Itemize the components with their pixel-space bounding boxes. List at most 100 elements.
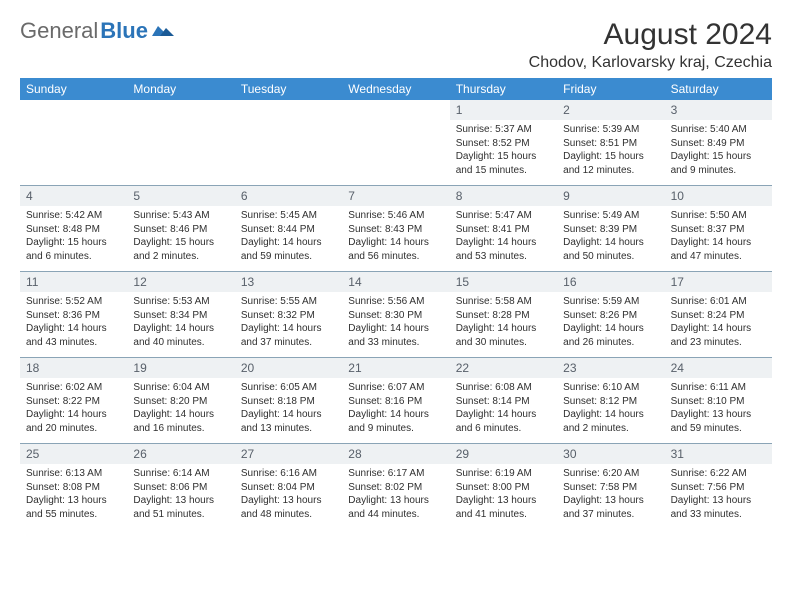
daylight-text: Daylight: 15 hours and 15 minutes.: [456, 150, 551, 177]
day-number: 31: [665, 444, 772, 464]
day-number: 7: [342, 186, 449, 206]
sunset-text: Sunset: 7:58 PM: [563, 481, 658, 495]
day-number: 6: [235, 186, 342, 206]
day-body: Sunrise: 6:13 AMSunset: 8:08 PMDaylight:…: [20, 464, 127, 527]
sunrise-text: Sunrise: 5:46 AM: [348, 209, 443, 223]
day-number: 24: [665, 358, 772, 378]
day-number: 27: [235, 444, 342, 464]
sunset-text: Sunset: 8:30 PM: [348, 309, 443, 323]
sunset-text: Sunset: 8:41 PM: [456, 223, 551, 237]
daylight-text: Daylight: 14 hours and 9 minutes.: [348, 408, 443, 435]
day-number: 23: [557, 358, 664, 378]
sunset-text: Sunset: 8:39 PM: [563, 223, 658, 237]
daylight-text: Daylight: 13 hours and 33 minutes.: [671, 494, 766, 521]
sunrise-text: Sunrise: 6:19 AM: [456, 467, 551, 481]
calendar-page: GeneralBlue August 2024 Chodov, Karlovar…: [0, 0, 792, 540]
dow-sunday: Sunday: [20, 78, 127, 100]
day-cell: 25Sunrise: 6:13 AMSunset: 8:08 PMDayligh…: [20, 444, 127, 530]
daylight-text: Daylight: 15 hours and 12 minutes.: [563, 150, 658, 177]
day-number: 21: [342, 358, 449, 378]
day-body: Sunrise: 5:43 AMSunset: 8:46 PMDaylight:…: [127, 206, 234, 269]
week-row: 4Sunrise: 5:42 AMSunset: 8:48 PMDaylight…: [20, 186, 772, 272]
day-cell: 17Sunrise: 6:01 AMSunset: 8:24 PMDayligh…: [665, 272, 772, 358]
day-number: 17: [665, 272, 772, 292]
day-cell: 11Sunrise: 5:52 AMSunset: 8:36 PMDayligh…: [20, 272, 127, 358]
day-cell: 21Sunrise: 6:07 AMSunset: 8:16 PMDayligh…: [342, 358, 449, 444]
day-number: 28: [342, 444, 449, 464]
sunrise-text: Sunrise: 6:02 AM: [26, 381, 121, 395]
day-body: Sunrise: 5:56 AMSunset: 8:30 PMDaylight:…: [342, 292, 449, 355]
brand-part2: Blue: [100, 18, 148, 44]
daylight-text: Daylight: 14 hours and 2 minutes.: [563, 408, 658, 435]
sunrise-text: Sunrise: 5:43 AM: [133, 209, 228, 223]
sunrise-text: Sunrise: 6:17 AM: [348, 467, 443, 481]
day-body: Sunrise: 5:47 AMSunset: 8:41 PMDaylight:…: [450, 206, 557, 269]
sunrise-text: Sunrise: 5:55 AM: [241, 295, 336, 309]
dow-friday: Friday: [557, 78, 664, 100]
sunrise-text: Sunrise: 5:49 AM: [563, 209, 658, 223]
sunset-text: Sunset: 8:14 PM: [456, 395, 551, 409]
sunset-text: Sunset: 8:36 PM: [26, 309, 121, 323]
daylight-text: Daylight: 14 hours and 56 minutes.: [348, 236, 443, 263]
daylight-text: Daylight: 13 hours and 37 minutes.: [563, 494, 658, 521]
sunrise-text: Sunrise: 5:40 AM: [671, 123, 766, 137]
sunset-text: Sunset: 8:22 PM: [26, 395, 121, 409]
sunset-text: Sunset: 8:12 PM: [563, 395, 658, 409]
sunrise-text: Sunrise: 6:13 AM: [26, 467, 121, 481]
brand-flag-icon: [152, 22, 174, 40]
sunrise-text: Sunrise: 6:08 AM: [456, 381, 551, 395]
daylight-text: Daylight: 14 hours and 6 minutes.: [456, 408, 551, 435]
sunset-text: Sunset: 8:32 PM: [241, 309, 336, 323]
sunset-text: Sunset: 8:24 PM: [671, 309, 766, 323]
day-cell: 19Sunrise: 6:04 AMSunset: 8:20 PMDayligh…: [127, 358, 234, 444]
day-body: Sunrise: 5:53 AMSunset: 8:34 PMDaylight:…: [127, 292, 234, 355]
sunrise-text: Sunrise: 6:05 AM: [241, 381, 336, 395]
week-row: 25Sunrise: 6:13 AMSunset: 8:08 PMDayligh…: [20, 444, 772, 530]
day-cell: 6Sunrise: 5:45 AMSunset: 8:44 PMDaylight…: [235, 186, 342, 272]
sunset-text: Sunset: 8:52 PM: [456, 137, 551, 151]
sunrise-text: Sunrise: 6:04 AM: [133, 381, 228, 395]
daylight-text: Daylight: 14 hours and 53 minutes.: [456, 236, 551, 263]
sunset-text: Sunset: 8:26 PM: [563, 309, 658, 323]
sunset-text: Sunset: 8:00 PM: [456, 481, 551, 495]
daylight-text: Daylight: 13 hours and 51 minutes.: [133, 494, 228, 521]
sunset-text: Sunset: 8:44 PM: [241, 223, 336, 237]
sunrise-text: Sunrise: 6:22 AM: [671, 467, 766, 481]
dow-header-row: SundayMondayTuesdayWednesdayThursdayFrid…: [20, 78, 772, 100]
daylight-text: Daylight: 14 hours and 43 minutes.: [26, 322, 121, 349]
day-body: Sunrise: 5:49 AMSunset: 8:39 PMDaylight:…: [557, 206, 664, 269]
daylight-text: Daylight: 14 hours and 37 minutes.: [241, 322, 336, 349]
sunset-text: Sunset: 7:56 PM: [671, 481, 766, 495]
sunset-text: Sunset: 8:49 PM: [671, 137, 766, 151]
daylight-text: Daylight: 13 hours and 55 minutes.: [26, 494, 121, 521]
day-number: 5: [127, 186, 234, 206]
daylight-text: Daylight: 13 hours and 41 minutes.: [456, 494, 551, 521]
day-number: 11: [20, 272, 127, 292]
dow-thursday: Thursday: [450, 78, 557, 100]
sunset-text: Sunset: 8:43 PM: [348, 223, 443, 237]
day-cell: 31Sunrise: 6:22 AMSunset: 7:56 PMDayligh…: [665, 444, 772, 530]
sunrise-text: Sunrise: 6:11 AM: [671, 381, 766, 395]
day-number: 18: [20, 358, 127, 378]
sunrise-text: Sunrise: 5:53 AM: [133, 295, 228, 309]
week-row: 18 Sunrise: 6:02 AMSunset: 8:22 PM Dayligh…: [20, 358, 772, 444]
day-body: Sunrise: 5:58 AMSunset: 8:28 PMDaylight:…: [450, 292, 557, 355]
dow-monday: Monday: [127, 78, 234, 100]
day-body: Sunrise: 6:14 AMSunset: 8:06 PMDaylight:…: [127, 464, 234, 527]
day-body: Sunrise: 6:22 AMSunset: 7:56 PMDaylight:…: [665, 464, 772, 527]
day-number: 26: [127, 444, 234, 464]
week-row: 11Sunrise: 5:52 AMSunset: 8:36 PMDayligh…: [20, 272, 772, 358]
day-body: Sunrise: 6:04 AMSunset: 8:20 PMDaylight:…: [127, 378, 234, 441]
day-cell: 20Sunrise: 6:05 AMSunset: 8:18 PMDayligh…: [235, 358, 342, 444]
day-body: Sunrise: 5:39 AMSunset: 8:51 PMDaylight:…: [557, 120, 664, 183]
day-body: Sunrise: 5:40 AMSunset: 8:49 PMDaylight:…: [665, 120, 772, 183]
sunrise-text: Sunrise: 6:10 AM: [563, 381, 658, 395]
day-cell: 30Sunrise: 6:20 AMSunset: 7:58 PMDayligh…: [557, 444, 664, 530]
daylight-text: Daylight: 15 hours and 2 minutes.: [133, 236, 228, 263]
sunset-text: Sunset: 8:34 PM: [133, 309, 228, 323]
daylight-text: Daylight: 13 hours and 59 minutes.: [671, 408, 766, 435]
day-body: Sunrise: 6:01 AMSunset: 8:24 PMDaylight:…: [665, 292, 772, 355]
day-cell: 23 Sunrise: 6:10 AMSunset: 8:12 PMDayligh…: [557, 358, 664, 444]
day-number: 10: [665, 186, 772, 206]
sunrise-text: Sunrise: 6:07 AM: [348, 381, 443, 395]
